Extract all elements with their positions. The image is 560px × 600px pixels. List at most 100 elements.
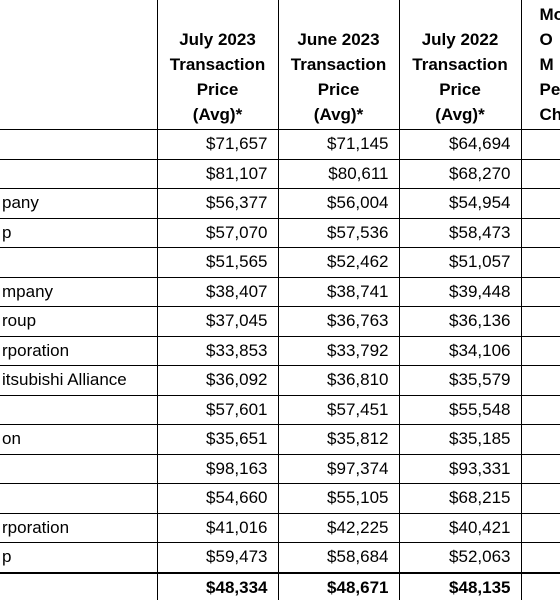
company-cell: pany (0, 188, 158, 219)
table-row: mpany $38,407 $38,741 $39,448 (0, 276, 560, 307)
header-text: (Avg)* (313, 105, 364, 124)
header-text: O (539, 30, 553, 49)
price-cell: $38,407 (156, 276, 279, 307)
header-row: July 2023 Transaction Price (Avg)* June 2023… (0, 0, 560, 130)
price-cell: $64,694 (398, 129, 522, 160)
table-body: $71,657 $71,145 $64,694 $81,107 $80,611 $68,2… (0, 129, 560, 600)
change-cell (520, 453, 560, 484)
table-row: $98,163 $97,374 $93,331 (0, 453, 560, 484)
company-cell (0, 483, 158, 514)
price-cell: $48,334 (156, 571, 279, 600)
price-cell: $51,057 (398, 247, 522, 278)
price-cell: $35,812 (277, 424, 400, 455)
price-cell: $55,548 (398, 394, 522, 425)
change-cell (520, 542, 560, 573)
price-cell: $48,671 (277, 571, 400, 600)
price-cell: $98,163 (156, 453, 279, 484)
price-cell: $36,763 (277, 306, 400, 337)
price-cell: $52,063 (398, 542, 522, 573)
table-row: p $59,473 $58,684 $52,063 (0, 542, 560, 573)
price-cell: $81,107 (156, 158, 279, 189)
price-cell: $39,448 (398, 276, 522, 307)
header-text: Mo (539, 5, 560, 24)
change-cell (520, 188, 560, 219)
header-cell (0, 0, 158, 130)
price-cell: $38,741 (277, 276, 400, 307)
header-cell: July 2023 Transaction Price (Avg)* (156, 0, 279, 130)
company-cell (0, 158, 158, 189)
header-cell: June 2023 Transaction Price (Avg)* (277, 0, 400, 130)
price-cell: $57,601 (156, 394, 279, 425)
change-cell (520, 394, 560, 425)
change-cell (520, 276, 560, 307)
change-cell (520, 365, 560, 396)
table-row: $81,107 $80,611 $68,270 (0, 158, 560, 189)
company-cell (0, 394, 158, 425)
table-row: rporation $41,016 $42,225 $40,421 (0, 512, 560, 543)
price-cell: $71,657 (156, 129, 279, 160)
change-cell (520, 483, 560, 514)
company-cell (0, 129, 158, 160)
company-cell: mpany (0, 276, 158, 307)
price-cell: $54,660 (156, 483, 279, 514)
header-cell: Mo OM Pe Ch (520, 0, 560, 130)
price-cell: $35,651 (156, 424, 279, 455)
header-text: Transaction (412, 55, 508, 74)
change-cell (520, 217, 560, 248)
header-text: Ch (539, 105, 560, 124)
company-cell: itsubishi Alliance (0, 365, 158, 396)
price-cell: $54,954 (398, 188, 522, 219)
price-cell: $56,004 (277, 188, 400, 219)
price-cell: $80,611 (277, 158, 400, 189)
price-cell: $34,106 (398, 335, 522, 366)
price-cell: $37,045 (156, 306, 279, 337)
company-cell: roup (0, 306, 158, 337)
price-cell: $71,145 (277, 129, 400, 160)
price-cell: $51,565 (156, 247, 279, 278)
price-cell: $93,331 (398, 453, 522, 484)
company-cell: p (0, 542, 158, 573)
price-cell: $58,684 (277, 542, 400, 573)
price-cell: $36,136 (398, 306, 522, 337)
table-row: roup $37,045 $36,763 $36,136 (0, 306, 560, 337)
price-cell: $40,421 (398, 512, 522, 543)
price-cell: $59,473 (156, 542, 279, 573)
change-cell (520, 158, 560, 189)
header-text: M (539, 55, 554, 74)
table-row: itsubishi Alliance $36,092 $36,810 $35,579 (0, 365, 560, 396)
price-cell: $68,270 (398, 158, 522, 189)
header-text: (Avg)* (435, 105, 485, 124)
change-cell (520, 247, 560, 278)
company-cell: p (0, 217, 158, 248)
table-row: rporation $33,853 $33,792 $34,106 (0, 335, 560, 366)
table-row: p $57,070 $57,536 $58,473 (0, 217, 560, 248)
company-cell: rporation (0, 512, 158, 543)
price-cell: $36,810 (277, 365, 400, 396)
company-cell: on (0, 424, 158, 455)
total-row: $48,334 $48,671 $48,135 (0, 571, 560, 600)
price-cell: $42,225 (277, 512, 400, 543)
header-text: July 2023 (179, 30, 256, 49)
price-cell: $57,536 (277, 217, 400, 248)
table-row: on $35,651 $35,812 $35,185 (0, 424, 560, 455)
company-cell (0, 247, 158, 278)
price-cell: $41,016 (156, 512, 279, 543)
price-cell: $52,462 (277, 247, 400, 278)
price-cell: $36,092 (156, 365, 279, 396)
change-cell (520, 335, 560, 366)
header-text: Transaction (169, 55, 266, 74)
change-cell (520, 512, 560, 543)
price-cell: $68,215 (398, 483, 522, 514)
header-text: Price (196, 80, 239, 99)
header-text: Price (317, 80, 360, 99)
price-cell: $35,185 (398, 424, 522, 455)
header-text: Price (439, 80, 481, 99)
company-cell: rporation (0, 335, 158, 366)
price-cell: $33,853 (156, 335, 279, 366)
price-cell: $55,105 (277, 483, 400, 514)
change-cell (520, 571, 560, 600)
price-cell: $48,135 (398, 571, 522, 600)
header-text: (Avg)* (192, 105, 243, 124)
